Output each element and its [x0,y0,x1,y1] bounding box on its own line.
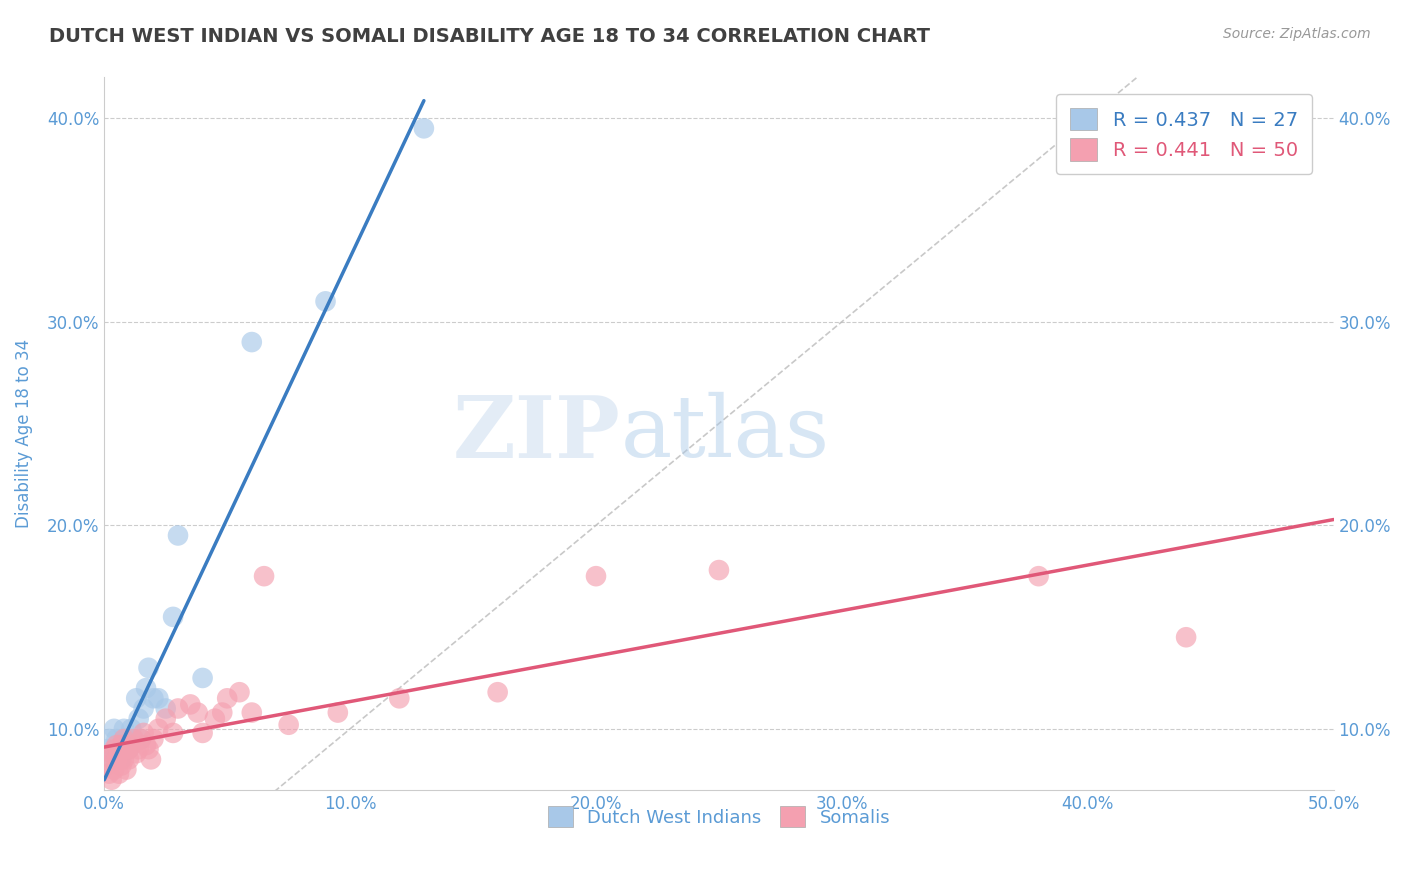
Point [98,750,121,764]
Point [115,732,138,747]
Point [129,732,152,747]
Point [118,742,141,756]
Point [115,763,138,777]
Point [388,691,411,706]
Point [585,569,607,583]
Point [98,766,121,780]
Point [120,738,142,752]
Point [486,685,509,699]
Point [103,722,125,736]
Point [191,671,214,685]
Text: ZIP: ZIP [453,392,620,475]
Point [112,732,135,747]
Point [412,121,434,136]
Point [108,742,131,756]
Point [155,701,177,715]
Point [148,722,170,736]
Point [118,742,141,756]
Point [129,732,152,747]
Point [125,691,148,706]
Point [142,691,165,706]
Point [125,746,148,760]
Point [132,701,155,715]
Point [142,732,165,747]
Point [1028,569,1050,583]
Point [110,752,132,766]
Point [96,758,118,772]
Point [217,691,239,706]
Point [167,528,190,542]
Point [118,752,141,766]
Point [707,563,730,577]
Point [98,732,121,747]
Point [105,738,128,752]
Point [191,726,214,740]
Text: atlas: atlas [620,392,830,475]
Point [138,742,160,756]
Point [228,685,250,699]
Point [253,569,276,583]
Point [277,718,299,732]
Point [132,726,155,740]
Point [204,712,226,726]
Point [138,661,160,675]
Point [120,722,142,736]
Point [179,698,201,712]
Point [128,712,150,726]
Point [122,732,145,747]
Point [96,742,118,756]
Point [103,763,125,777]
Point [110,738,132,752]
Point [108,766,131,780]
Point [315,294,337,309]
Point [100,772,122,787]
Point [108,746,131,760]
Point [112,722,135,736]
Legend: Dutch West Indians, Somalis: Dutch West Indians, Somalis [540,799,897,834]
Point [139,752,162,766]
Point [167,701,190,715]
Text: Source: ZipAtlas.com: Source: ZipAtlas.com [1223,27,1371,41]
Point [148,691,170,706]
Point [135,738,157,752]
Point [240,706,263,720]
Point [122,732,145,747]
Point [326,706,349,720]
Point [105,752,128,766]
Point [1175,630,1198,644]
Y-axis label: Disability Age 18 to 34: Disability Age 18 to 34 [15,339,32,528]
Point [162,610,184,624]
Point [115,742,138,756]
Point [128,742,150,756]
Point [155,712,177,726]
Point [105,732,128,747]
Point [240,334,263,349]
Point [100,746,122,760]
Point [162,726,184,740]
Point [110,758,132,772]
Text: DUTCH WEST INDIAN VS SOMALI DISABILITY AGE 18 TO 34 CORRELATION CHART: DUTCH WEST INDIAN VS SOMALI DISABILITY A… [49,27,931,45]
Point [211,706,233,720]
Point [135,681,157,695]
Point [187,706,209,720]
Point [100,752,122,766]
Point [103,742,125,756]
Point [112,752,135,766]
